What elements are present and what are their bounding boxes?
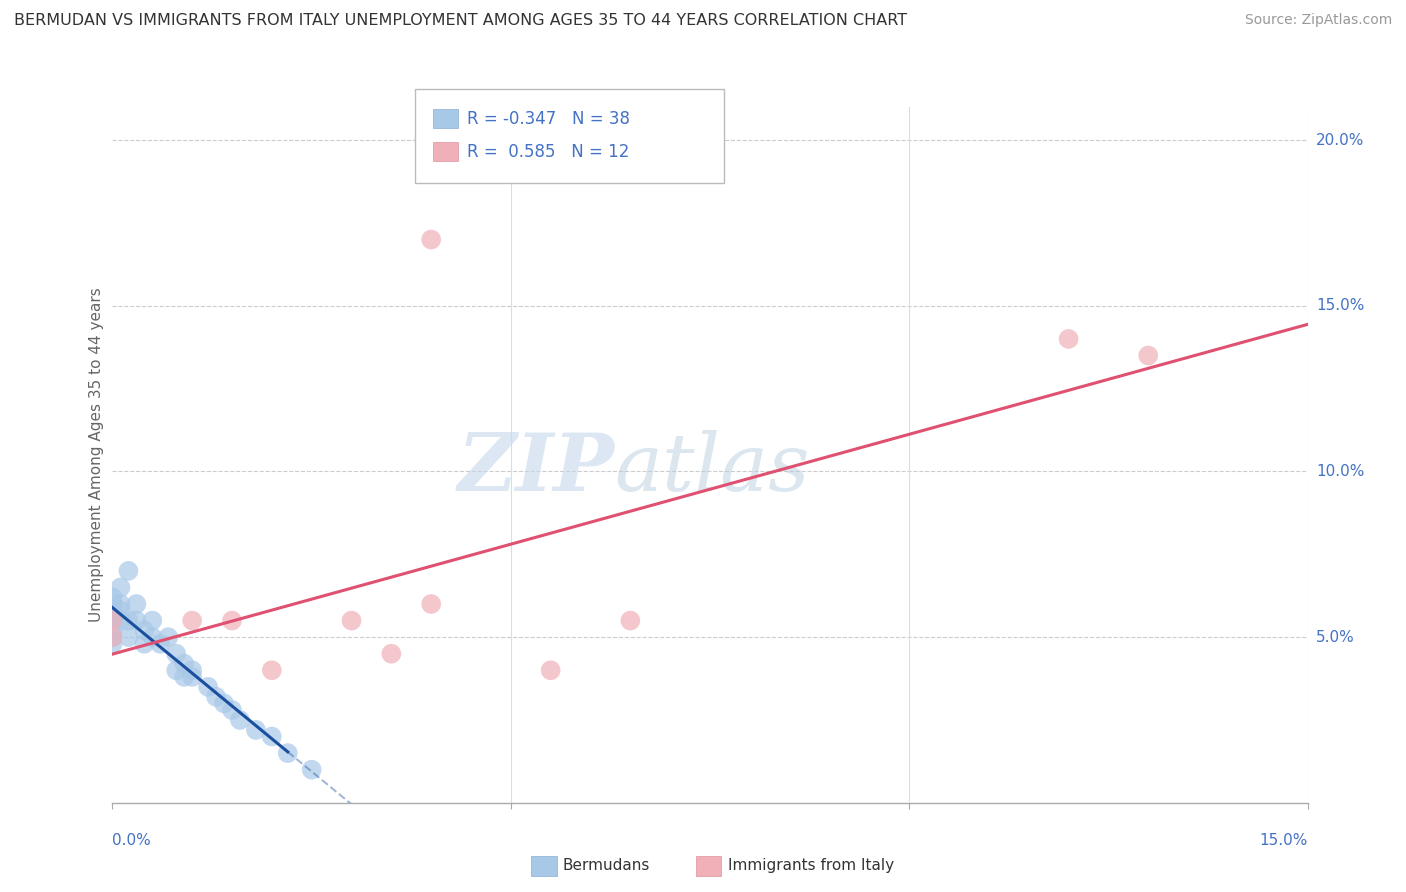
Point — [229, 713, 252, 727]
Text: ZIP: ZIP — [457, 430, 614, 508]
Point — [101, 610, 124, 624]
Point — [141, 614, 163, 628]
Text: Bermudans: Bermudans — [562, 858, 650, 872]
Point — [110, 604, 132, 618]
Text: R =  0.585   N = 12: R = 0.585 N = 12 — [467, 143, 628, 161]
Point — [221, 614, 243, 628]
Point — [260, 730, 283, 744]
Point — [205, 690, 228, 704]
Point — [173, 657, 195, 671]
Point — [101, 624, 124, 638]
Point — [380, 647, 402, 661]
Point — [260, 663, 283, 677]
Text: 10.0%: 10.0% — [1316, 464, 1364, 479]
Text: Immigrants from Italy: Immigrants from Italy — [728, 858, 894, 872]
Y-axis label: Unemployment Among Ages 35 to 44 years: Unemployment Among Ages 35 to 44 years — [89, 287, 104, 623]
Text: 20.0%: 20.0% — [1316, 133, 1364, 148]
Point — [101, 597, 124, 611]
Text: 0.0%: 0.0% — [112, 833, 152, 848]
Point — [173, 670, 195, 684]
Point — [1057, 332, 1080, 346]
Point — [181, 614, 204, 628]
Point — [157, 630, 180, 644]
Point — [197, 680, 219, 694]
Text: atlas: atlas — [614, 430, 810, 508]
Point — [101, 614, 124, 628]
Point — [101, 604, 124, 618]
Point — [212, 697, 235, 711]
Point — [141, 630, 163, 644]
Point — [181, 670, 204, 684]
Point — [110, 597, 132, 611]
Text: 15.0%: 15.0% — [1316, 298, 1364, 313]
Point — [301, 763, 323, 777]
Point — [110, 614, 132, 628]
Point — [117, 614, 139, 628]
Point — [340, 614, 363, 628]
Point — [117, 630, 139, 644]
Point — [110, 581, 132, 595]
Point — [540, 663, 562, 677]
Point — [134, 624, 156, 638]
Point — [420, 597, 443, 611]
Point — [101, 637, 124, 651]
Point — [101, 591, 124, 605]
Point — [245, 723, 267, 737]
Point — [149, 637, 172, 651]
Point — [165, 647, 187, 661]
Point — [1137, 349, 1160, 363]
Point — [125, 614, 148, 628]
Point — [619, 614, 641, 628]
Point — [101, 630, 124, 644]
Point — [134, 637, 156, 651]
Point — [165, 663, 187, 677]
Point — [277, 746, 299, 760]
Point — [117, 564, 139, 578]
Text: R = -0.347   N = 38: R = -0.347 N = 38 — [467, 110, 630, 128]
Text: BERMUDAN VS IMMIGRANTS FROM ITALY UNEMPLOYMENT AMONG AGES 35 TO 44 YEARS CORRELA: BERMUDAN VS IMMIGRANTS FROM ITALY UNEMPL… — [14, 13, 907, 29]
Point — [221, 703, 243, 717]
Point — [125, 597, 148, 611]
Text: 5.0%: 5.0% — [1316, 630, 1354, 645]
Text: Source: ZipAtlas.com: Source: ZipAtlas.com — [1244, 13, 1392, 28]
Point — [420, 233, 443, 247]
Point — [181, 663, 204, 677]
Point — [101, 614, 124, 628]
Point — [101, 630, 124, 644]
Text: 15.0%: 15.0% — [1260, 833, 1308, 848]
